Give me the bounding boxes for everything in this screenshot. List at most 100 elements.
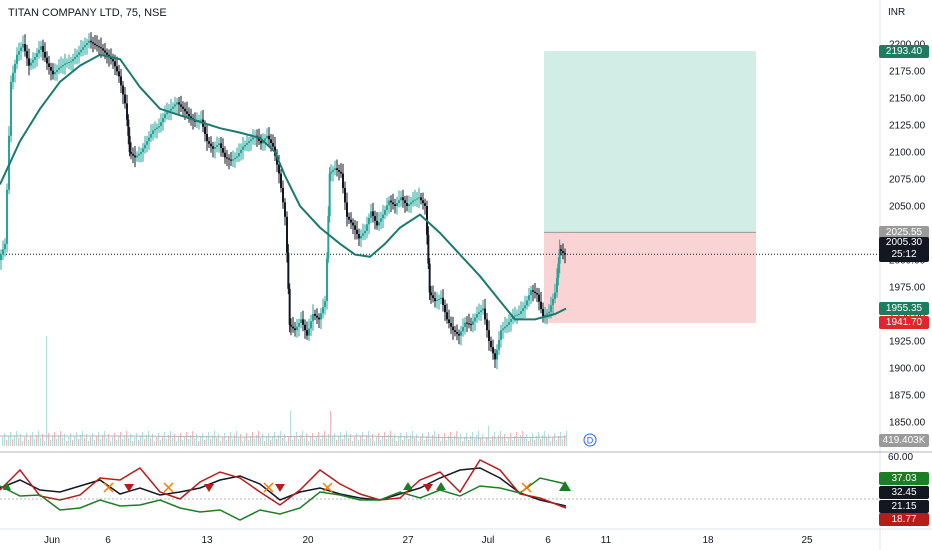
volume-bar	[106, 438, 108, 446]
candle-body	[52, 70, 54, 75]
price-tick-label: 2150.00	[889, 94, 926, 105]
osc-tag-d: 18.77	[879, 513, 929, 526]
sell-signal-icon	[275, 484, 285, 492]
volume-bar	[444, 433, 446, 446]
volume-bar	[544, 431, 546, 446]
candle-body	[174, 104, 176, 107]
candle-body	[430, 292, 432, 296]
volume-bar	[34, 439, 36, 446]
volume-bar	[324, 431, 326, 446]
candle-body	[62, 64, 64, 67]
candle-body	[312, 314, 314, 322]
volume-bar	[412, 431, 414, 446]
candle-body	[266, 135, 268, 139]
candle-body	[282, 188, 284, 203]
volume-bar	[328, 434, 330, 446]
candle-body	[522, 308, 524, 312]
candle-body	[398, 200, 400, 204]
volume-bar	[322, 435, 324, 446]
dividend-marker[interactable]	[583, 433, 597, 447]
volume-bar	[302, 431, 304, 446]
volume-bar	[60, 431, 62, 446]
volume-bar	[558, 436, 560, 446]
candle-body	[504, 326, 506, 329]
candle-body	[338, 170, 340, 172]
candle-body	[158, 126, 160, 128]
volume-bar	[532, 433, 534, 446]
volume-bar	[160, 440, 162, 446]
volume-bar	[188, 439, 190, 446]
volume-bar	[538, 432, 540, 446]
candle-body	[384, 209, 386, 215]
volume-bar	[180, 433, 182, 446]
volume-bar	[222, 437, 224, 446]
volume-bar	[230, 432, 232, 446]
volume-bar	[166, 439, 168, 446]
time-tick-label: 27	[402, 535, 414, 546]
candle-body	[6, 189, 8, 244]
volume-bar	[120, 432, 122, 446]
volume-bar	[212, 435, 214, 446]
candle-body	[98, 46, 100, 48]
candle-body	[218, 143, 220, 146]
candle-body	[48, 63, 50, 68]
volume-bar	[162, 436, 164, 446]
candle-body	[366, 224, 368, 231]
candle-body	[4, 243, 6, 250]
volume-bar	[564, 435, 566, 446]
candle-body	[562, 251, 564, 253]
candle-body	[182, 106, 184, 109]
volume-bar	[440, 441, 442, 446]
moving-average-line	[0, 53, 567, 321]
volume-bar	[50, 440, 52, 446]
volume-bar	[142, 432, 144, 446]
candle-body	[82, 47, 84, 50]
volume-bar	[506, 441, 508, 446]
volume-bar	[190, 435, 192, 446]
volume-bar	[184, 436, 186, 446]
volume-bar	[462, 441, 464, 446]
candle-body	[94, 43, 96, 46]
volume-bar	[6, 440, 8, 446]
volume-bar	[350, 434, 352, 446]
candle-body	[348, 216, 350, 220]
candle-body	[296, 326, 298, 331]
candle-body	[102, 48, 104, 51]
volume-bar	[464, 437, 466, 446]
volume-bar	[400, 433, 402, 446]
volume-bar	[418, 441, 420, 446]
volume-bar	[236, 431, 238, 446]
volume-bar	[340, 432, 342, 446]
candle-body	[420, 197, 422, 201]
symbol-title: TITAN COMPANY LTD, 75, NSE	[8, 7, 167, 19]
candle-body	[272, 143, 274, 147]
volume-bar	[292, 440, 294, 446]
candle-body	[140, 152, 142, 154]
volume-bar	[36, 435, 38, 446]
volume-bar	[546, 438, 548, 446]
candle-body	[334, 168, 336, 170]
sell-signal-icon	[423, 484, 433, 492]
candle-body	[26, 51, 28, 59]
candle-body	[554, 292, 556, 299]
candle-body	[544, 314, 546, 317]
candle-body	[556, 278, 558, 293]
volume-bar	[40, 438, 42, 446]
candle-body	[434, 298, 436, 302]
volume-bar	[78, 439, 80, 446]
candle-body	[127, 119, 130, 136]
price-tick-label: 1875.00	[889, 391, 926, 402]
volume-bar	[496, 439, 498, 446]
stop-zone[interactable]	[544, 232, 756, 323]
volume-bar	[256, 435, 258, 446]
volume-bar	[348, 438, 350, 446]
candle-body	[440, 297, 442, 299]
candle-body	[290, 324, 292, 327]
time-tick-label: 25	[801, 535, 813, 546]
volume-bar	[200, 437, 202, 446]
sell-signal-icon	[124, 484, 134, 492]
candle-body	[138, 153, 140, 156]
time-tick-label: Jun	[44, 535, 60, 546]
volume-bar	[312, 433, 314, 446]
target-zone[interactable]	[544, 51, 756, 233]
